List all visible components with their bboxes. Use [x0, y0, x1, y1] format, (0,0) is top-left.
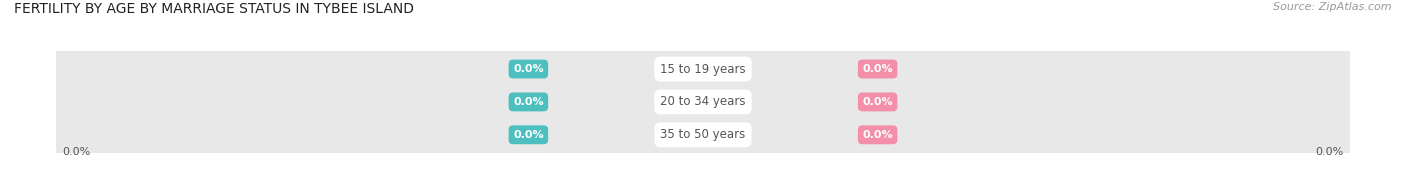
- Text: Source: ZipAtlas.com: Source: ZipAtlas.com: [1274, 2, 1392, 12]
- Text: 20 to 34 years: 20 to 34 years: [661, 95, 745, 108]
- Text: FERTILITY BY AGE BY MARRIAGE STATUS IN TYBEE ISLAND: FERTILITY BY AGE BY MARRIAGE STATUS IN T…: [14, 2, 413, 16]
- FancyBboxPatch shape: [41, 0, 1367, 161]
- Text: 0.0%: 0.0%: [513, 64, 544, 74]
- Text: 0.0%: 0.0%: [862, 97, 893, 107]
- Text: 0.0%: 0.0%: [862, 64, 893, 74]
- Text: 0.0%: 0.0%: [513, 97, 544, 107]
- FancyBboxPatch shape: [41, 43, 1367, 196]
- FancyBboxPatch shape: [41, 10, 1367, 194]
- Text: 0.0%: 0.0%: [862, 130, 893, 140]
- Text: 0.0%: 0.0%: [63, 147, 91, 157]
- Text: 0.0%: 0.0%: [513, 130, 544, 140]
- Text: 0.0%: 0.0%: [1315, 147, 1343, 157]
- Text: 35 to 50 years: 35 to 50 years: [661, 128, 745, 141]
- Text: 15 to 19 years: 15 to 19 years: [661, 63, 745, 75]
